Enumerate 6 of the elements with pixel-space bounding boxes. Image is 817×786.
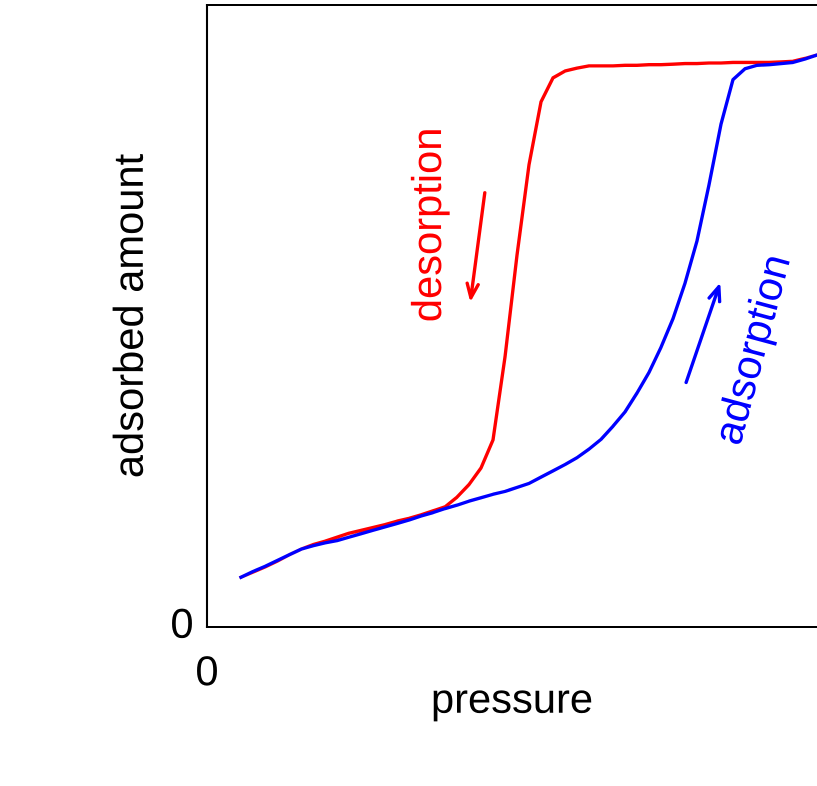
x-axis-title: pressure (434, 690, 592, 722)
text: 0 (172, 608, 192, 638)
text: desorption (410, 130, 450, 320)
y-axis-title: adsorbed amount (112, 154, 144, 476)
text: 0 (197, 656, 217, 686)
legend-label: adsorption (711, 254, 798, 448)
